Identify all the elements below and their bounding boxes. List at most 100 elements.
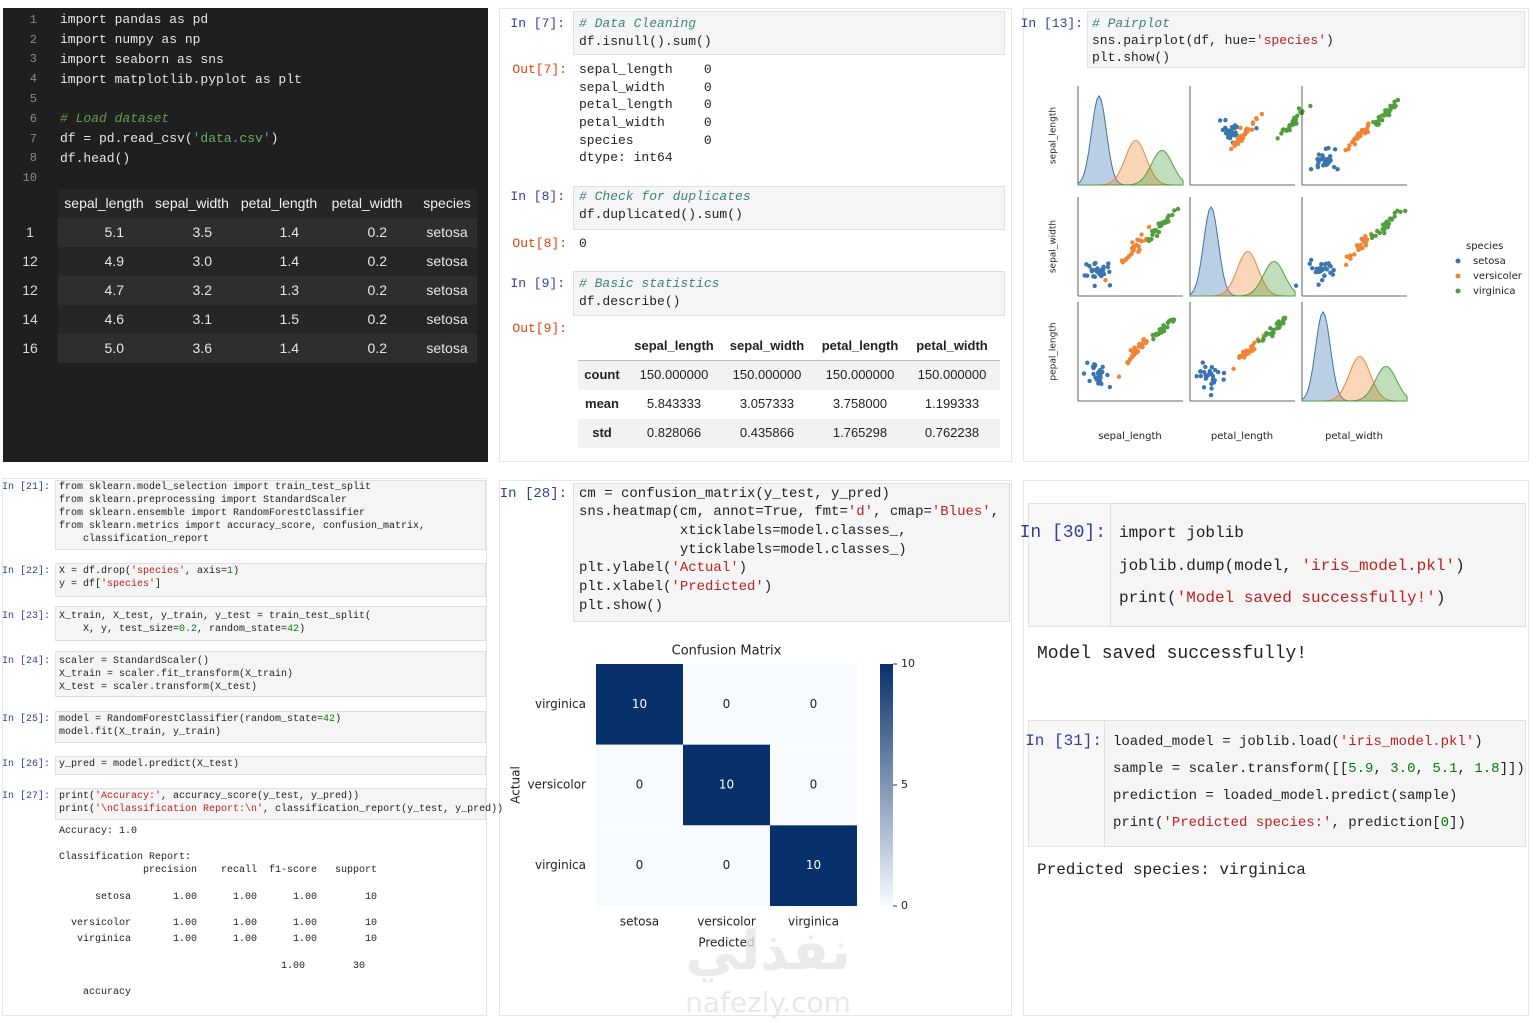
scatter-dot — [1324, 159, 1329, 165]
output-line: Predicted species: virginica — [1037, 861, 1306, 880]
table-cell: 1.765298 — [832, 425, 888, 441]
code-token: ) — [270, 131, 279, 146]
scatter-dot — [1387, 216, 1393, 221]
scatter-dot — [1087, 378, 1092, 384]
scatter-dot — [1327, 263, 1332, 268]
scatter-dot — [1239, 135, 1245, 140]
scatter-dot — [1132, 345, 1137, 350]
table-header: sepal_width — [155, 194, 229, 211]
code-token: xticklabels=model.classes_, — [579, 523, 907, 539]
y-tick-label: virginica — [535, 697, 586, 711]
scatter-dot — [1358, 133, 1363, 138]
scatter-dot — [1278, 321, 1284, 327]
table-header: sepal_width — [729, 338, 805, 354]
scatter-dot — [1162, 220, 1167, 226]
code-token: # Data Cleaning — [579, 16, 697, 32]
code-line: loaded_model = joblib.load('iris_model.p… — [1113, 734, 1483, 751]
scatter-dot — [1134, 242, 1139, 248]
table-row-bg — [58, 218, 477, 247]
table-row-bg — [58, 305, 477, 334]
table-cell: 1.4 — [279, 339, 299, 356]
scatter-dot — [1166, 213, 1171, 218]
scatter-dot — [1229, 146, 1234, 152]
code-line: from sklearn.model_selection import trai… — [59, 482, 371, 494]
scatter-dot — [1335, 166, 1340, 172]
axis-label: sepal_width — [1049, 220, 1059, 273]
scatter-dot — [1310, 266, 1315, 271]
code-token: plt.show() — [1092, 50, 1171, 66]
scatter-dot — [1131, 352, 1137, 358]
code-token: 'iris_model.pkl' — [1301, 556, 1456, 575]
output-line: 1.00 30 — [59, 961, 366, 972]
scatter-dot — [1101, 266, 1106, 272]
line-number: 10 — [22, 171, 37, 186]
scatter-dot — [1326, 145, 1331, 151]
scatter-dot — [1107, 269, 1112, 274]
table-cell: setosa — [426, 223, 468, 240]
notebook-panel — [499, 480, 1012, 1016]
scatter-dot — [1144, 339, 1149, 344]
table-header: sepal_length — [64, 194, 144, 211]
legend-marker — [1455, 258, 1461, 264]
scatter-dot — [1328, 270, 1333, 275]
scatter-dot — [1207, 371, 1212, 376]
cell-annotation: 10 — [719, 778, 734, 792]
table-cell: 4.7 — [104, 281, 124, 298]
code-token: , — [1373, 760, 1391, 777]
code-token: ]]) — [1499, 760, 1525, 777]
code-token: sample = scaler.transform([[ — [1113, 760, 1349, 777]
code-line: X_train, X_test, y_train, y_test = train… — [59, 611, 371, 623]
scatter-dot — [1220, 127, 1226, 133]
code-line: from sklearn.metrics import accuracy_sco… — [59, 521, 425, 533]
scatter-dot — [1105, 264, 1111, 270]
code-token: plt.show() — [579, 597, 664, 614]
in-prompt: In [7]: — [510, 16, 565, 32]
code-token: 'Accuracy:' — [95, 791, 162, 802]
scatter-dot — [1231, 141, 1237, 146]
table-cell: 4.6 — [104, 310, 124, 327]
code-token: # Load dataset — [60, 111, 170, 127]
scatter-dot — [1200, 360, 1205, 365]
code-cell-box — [1087, 11, 1525, 68]
table-cell: setosa — [426, 281, 468, 298]
code-token: 'Blues' — [931, 504, 991, 521]
code-token: import joblib — [1119, 524, 1244, 543]
colorbar-tick-label: 5 — [901, 778, 908, 791]
line-number: 2 — [29, 32, 37, 47]
code-token: , accuracy_score(y_test, y_pred)) — [161, 791, 360, 802]
table-cell: 0.435866 — [739, 425, 795, 441]
scatter-dot — [1316, 282, 1321, 287]
legend-label: setosa — [1473, 256, 1506, 267]
code-token: 5.1 — [1432, 760, 1458, 777]
colorbar — [880, 664, 893, 906]
code-token: 'species' — [131, 566, 186, 577]
in-prompt: In [24]: — [1, 656, 50, 667]
table-cell: 0.2 — [367, 223, 387, 240]
output-line: species 0 — [579, 132, 712, 148]
table-header: petal_length — [821, 338, 899, 354]
output-line: precision recall f1-score support — [59, 865, 378, 876]
table-row-bg — [578, 361, 1000, 390]
code-token: , — [1415, 760, 1433, 777]
code-token: 'data.csv' — [192, 131, 271, 146]
scatter-dot — [1153, 227, 1159, 233]
x-tick-label: virginica — [788, 915, 839, 929]
code-token: df = pd.read_csv( — [60, 131, 193, 146]
scatter-dot — [1279, 131, 1284, 136]
code-token: 'Model saved successfully!' — [1176, 589, 1436, 608]
scatter-dot — [1307, 261, 1312, 267]
code-token: joblib.dump(model, — [1119, 556, 1302, 575]
scatter-dot — [1387, 112, 1392, 118]
code-token: print( — [1119, 589, 1177, 608]
scatter-dot — [1208, 392, 1214, 398]
table-cell: 1.4 — [279, 223, 299, 240]
scatter-dot — [1363, 234, 1368, 239]
scatter-dot — [1154, 233, 1160, 239]
code-line: sns.heatmap(cm, annot=True, fmt='d', cma… — [579, 504, 999, 521]
code-cell-box — [573, 271, 1005, 316]
scatter-dot — [1221, 370, 1227, 376]
scatter-dot — [1292, 115, 1297, 121]
table-cell: setosa — [426, 339, 468, 356]
code-line: print('Model saved successfully!') — [1119, 589, 1445, 608]
scatter-dot — [1350, 139, 1355, 145]
